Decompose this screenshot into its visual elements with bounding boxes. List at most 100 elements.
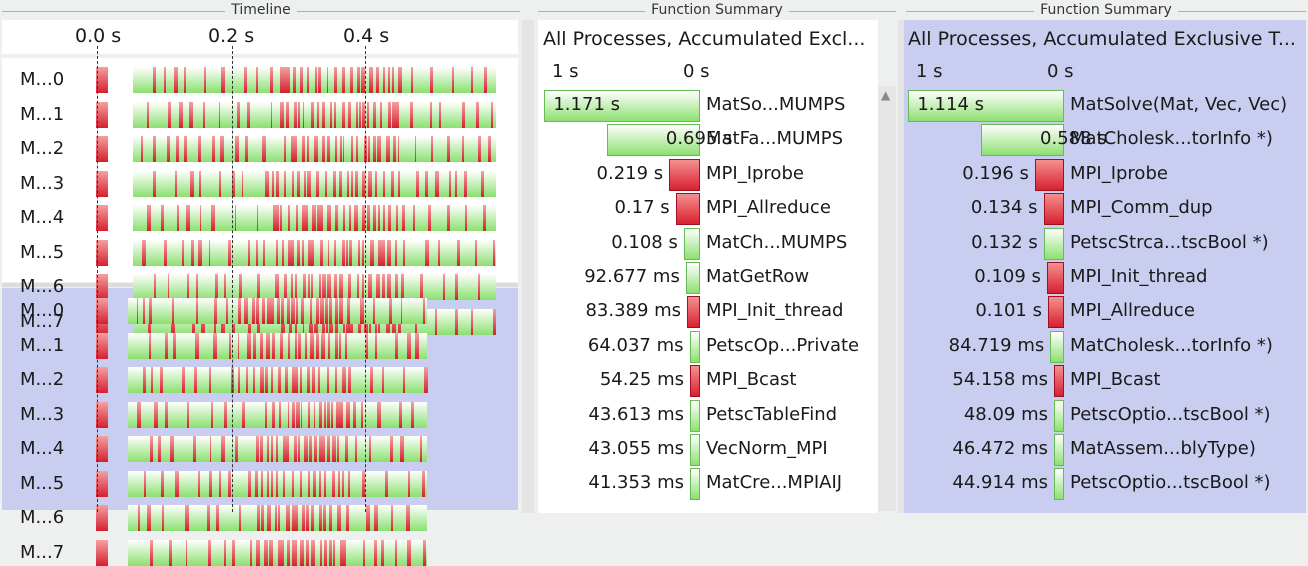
process-track-start[interactable]: [96, 67, 108, 93]
event-mark[interactable]: [237, 332, 240, 359]
summary-row-name[interactable]: MPI_Allreduce: [706, 197, 831, 219]
event-mark[interactable]: [295, 505, 299, 531]
event-mark[interactable]: [274, 274, 279, 300]
event-mark[interactable]: [328, 298, 332, 324]
event-mark[interactable]: [301, 298, 304, 324]
event-mark[interactable]: [490, 101, 493, 128]
event-mark[interactable]: [269, 539, 274, 566]
event-mark[interactable]: [307, 367, 310, 393]
event-mark[interactable]: [350, 170, 353, 197]
process-track[interactable]: [133, 136, 496, 162]
event-mark[interactable]: [346, 401, 350, 428]
event-mark[interactable]: [174, 170, 177, 197]
event-mark[interactable]: [355, 436, 358, 462]
event-mark[interactable]: [419, 274, 424, 300]
event-mark[interactable]: [321, 101, 326, 128]
event-mark[interactable]: [287, 205, 290, 231]
event-mark[interactable]: [315, 332, 320, 359]
event-mark[interactable]: [361, 67, 366, 93]
event-mark[interactable]: [174, 67, 178, 93]
event-mark[interactable]: [381, 239, 386, 266]
event-mark[interactable]: [162, 505, 164, 531]
event-mark[interactable]: [185, 205, 190, 231]
event-mark[interactable]: [302, 101, 305, 128]
event-mark[interactable]: [164, 67, 166, 93]
event-mark[interactable]: [320, 332, 325, 359]
event-mark[interactable]: [238, 274, 243, 300]
event-mark[interactable]: [282, 239, 285, 266]
process-track[interactable]: [133, 67, 496, 93]
process-track-start[interactable]: [96, 367, 108, 393]
event-mark[interactable]: [318, 401, 322, 428]
event-mark[interactable]: [374, 170, 377, 197]
event-mark[interactable]: [380, 101, 383, 128]
event-mark[interactable]: [455, 170, 457, 197]
event-mark[interactable]: [305, 505, 309, 531]
event-mark[interactable]: [149, 436, 154, 462]
event-mark[interactable]: [275, 436, 279, 462]
event-mark[interactable]: [377, 401, 382, 428]
event-mark[interactable]: [483, 67, 488, 93]
event-mark[interactable]: [345, 239, 348, 266]
event-mark[interactable]: [318, 67, 321, 93]
event-mark[interactable]: [292, 367, 296, 393]
event-mark[interactable]: [337, 505, 341, 531]
summary-bar[interactable]: [689, 330, 700, 363]
event-mark[interactable]: [312, 367, 316, 393]
event-mark[interactable]: [277, 274, 280, 300]
event-mark[interactable]: [408, 470, 411, 497]
event-mark[interactable]: [391, 101, 396, 128]
event-mark[interactable]: [348, 205, 352, 231]
event-mark[interactable]: [238, 505, 242, 531]
event-mark[interactable]: [342, 67, 345, 93]
process-track[interactable]: [133, 239, 496, 266]
event-mark[interactable]: [215, 274, 219, 300]
event-mark[interactable]: [284, 67, 288, 93]
event-mark[interactable]: [221, 67, 225, 93]
event-mark[interactable]: [360, 298, 365, 324]
event-mark[interactable]: [334, 298, 339, 324]
event-mark[interactable]: [237, 298, 241, 324]
event-mark[interactable]: [368, 170, 373, 197]
event-mark[interactable]: [311, 239, 315, 266]
event-mark[interactable]: [326, 67, 329, 93]
event-mark[interactable]: [141, 239, 146, 266]
event-mark[interactable]: [246, 101, 251, 128]
event-mark[interactable]: [342, 136, 345, 162]
event-mark[interactable]: [280, 101, 284, 128]
event-mark[interactable]: [456, 239, 461, 266]
summary-right-header[interactable]: All Processes, Accumulated Exclusive T..…: [908, 28, 1296, 50]
event-mark[interactable]: [343, 539, 347, 566]
event-mark[interactable]: [211, 205, 215, 231]
event-mark[interactable]: [324, 170, 327, 197]
event-mark[interactable]: [361, 170, 366, 197]
event-mark[interactable]: [221, 436, 225, 462]
event-mark[interactable]: [253, 332, 257, 359]
event-mark[interactable]: [387, 205, 392, 231]
event-mark[interactable]: [272, 401, 276, 428]
event-mark[interactable]: [252, 367, 256, 393]
event-mark[interactable]: [271, 367, 274, 393]
event-mark[interactable]: [347, 101, 351, 128]
event-mark[interactable]: [382, 367, 384, 393]
event-mark[interactable]: [244, 67, 248, 93]
event-mark[interactable]: [471, 67, 474, 93]
event-mark[interactable]: [333, 170, 337, 197]
event-mark[interactable]: [462, 136, 465, 162]
event-mark[interactable]: [182, 239, 184, 266]
event-mark[interactable]: [175, 470, 180, 497]
event-mark[interactable]: [170, 436, 174, 462]
event-mark[interactable]: [287, 67, 290, 93]
event-mark[interactable]: [431, 136, 433, 162]
event-mark[interactable]: [368, 274, 372, 300]
event-mark[interactable]: [492, 239, 496, 266]
event-mark[interactable]: [318, 274, 321, 300]
event-mark[interactable]: [362, 205, 366, 231]
event-mark[interactable]: [339, 298, 343, 324]
event-mark[interactable]: [324, 298, 328, 324]
process-track-start[interactable]: [96, 298, 108, 324]
event-mark[interactable]: [269, 67, 273, 93]
event-mark[interactable]: [383, 67, 386, 93]
event-mark[interactable]: [352, 401, 356, 428]
event-mark[interactable]: [147, 205, 151, 231]
